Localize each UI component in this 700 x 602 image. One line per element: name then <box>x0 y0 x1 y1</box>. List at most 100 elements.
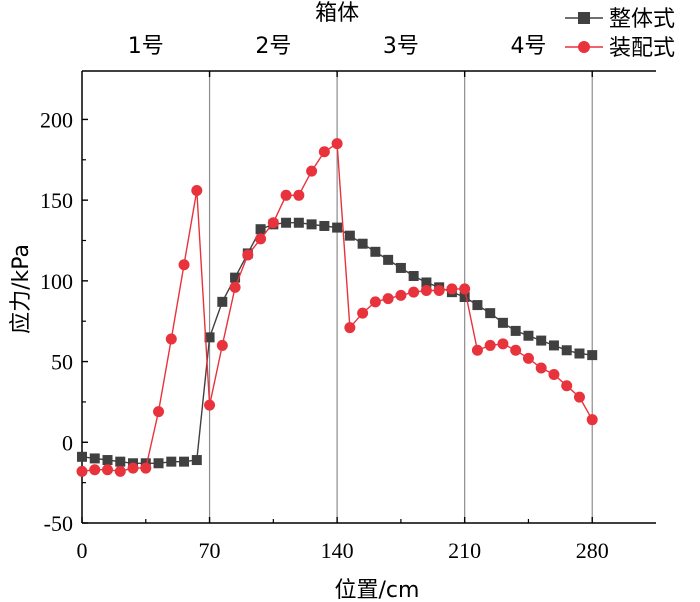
data-point <box>318 146 330 158</box>
data-point <box>127 462 139 474</box>
y-tick-label: 0 <box>62 430 73 455</box>
data-point <box>471 344 483 356</box>
data-point <box>267 217 279 229</box>
data-point <box>421 277 432 288</box>
legend-label-monolithic: 整体式 <box>609 7 675 32</box>
data-point <box>76 465 88 477</box>
data-point <box>191 455 202 466</box>
data-point <box>522 352 534 364</box>
data-point <box>344 230 355 241</box>
data-point <box>216 339 228 351</box>
data-point <box>242 249 254 261</box>
y-axis-title: 应力/kPa <box>9 244 34 334</box>
data-point <box>293 217 304 228</box>
data-point <box>204 399 216 411</box>
data-point <box>433 285 445 297</box>
data-point <box>191 184 203 196</box>
data-point <box>484 339 496 351</box>
legend: 整体式 装配式 <box>565 7 675 61</box>
data-point <box>357 307 369 319</box>
data-point <box>523 330 534 341</box>
series-layer <box>76 138 598 477</box>
data-point <box>574 348 585 359</box>
data-point <box>319 220 330 231</box>
box-section-label: 4号 <box>510 34 546 59</box>
data-point <box>204 332 215 343</box>
legend-circle-marker <box>578 41 590 53</box>
data-point <box>472 300 483 311</box>
data-point <box>89 464 101 476</box>
data-point <box>306 219 317 230</box>
data-point <box>89 453 100 464</box>
data-point <box>395 289 407 301</box>
data-point <box>548 368 560 380</box>
data-point <box>331 138 343 150</box>
data-point <box>178 259 190 271</box>
data-point <box>587 350 598 361</box>
legend-item-prefabricated: 装配式 <box>565 36 675 61</box>
data-point <box>255 224 266 235</box>
data-point <box>255 233 267 245</box>
data-point <box>561 380 573 392</box>
legend-item-monolithic: 整体式 <box>565 7 675 32</box>
legend-label-prefabricated: 装配式 <box>609 36 675 61</box>
data-point <box>497 317 508 328</box>
data-point <box>166 456 177 467</box>
data-point <box>140 462 152 474</box>
legend-square-marker <box>578 12 590 24</box>
data-point <box>369 296 381 308</box>
data-point <box>370 246 381 257</box>
data-point <box>102 455 113 466</box>
data-point <box>510 344 522 356</box>
data-point <box>485 308 496 319</box>
x-tick-label: 140 <box>321 538 354 563</box>
data-point <box>408 286 420 298</box>
data-point <box>115 456 126 467</box>
x-tick-label: 280 <box>576 538 609 563</box>
data-point <box>77 451 87 462</box>
data-point <box>230 272 241 283</box>
data-point <box>383 254 394 265</box>
y-tick-label: 50 <box>51 350 73 375</box>
y-tick-label: 100 <box>40 269 73 294</box>
data-point <box>102 464 114 476</box>
x-tick-label: 210 <box>448 538 481 563</box>
data-point <box>332 222 343 233</box>
data-point <box>586 414 598 426</box>
data-point <box>573 391 585 403</box>
y-tick-label: 200 <box>40 107 73 132</box>
box-section-label: 1号 <box>128 34 164 59</box>
data-point <box>548 340 559 351</box>
data-point <box>179 456 190 467</box>
data-point <box>280 189 292 201</box>
data-point <box>306 165 318 177</box>
data-point <box>395 262 406 273</box>
data-point <box>446 283 458 295</box>
data-point <box>459 283 471 295</box>
axes <box>81 70 656 524</box>
data-point <box>536 335 547 346</box>
data-point <box>217 296 228 307</box>
data-point <box>420 285 432 297</box>
data-point <box>497 338 509 350</box>
data-point <box>293 189 305 201</box>
data-point <box>510 325 521 336</box>
box-section-label: 3号 <box>383 34 419 59</box>
data-point <box>114 465 126 477</box>
data-point <box>408 271 419 282</box>
data-point <box>535 362 547 374</box>
data-point <box>561 345 572 356</box>
data-point <box>165 333 177 345</box>
x-axis-title: 位置/cm <box>335 578 420 602</box>
data-point <box>382 293 394 305</box>
y-tick-label: -50 <box>44 511 73 536</box>
data-point <box>153 406 165 418</box>
data-point <box>459 292 470 302</box>
x-tick-label: 70 <box>199 538 221 563</box>
y-tick-label: 150 <box>40 188 73 213</box>
top-axis-title: 箱体 <box>315 1 359 26</box>
data-point <box>344 322 356 334</box>
box-section-label: 2号 <box>255 34 291 59</box>
